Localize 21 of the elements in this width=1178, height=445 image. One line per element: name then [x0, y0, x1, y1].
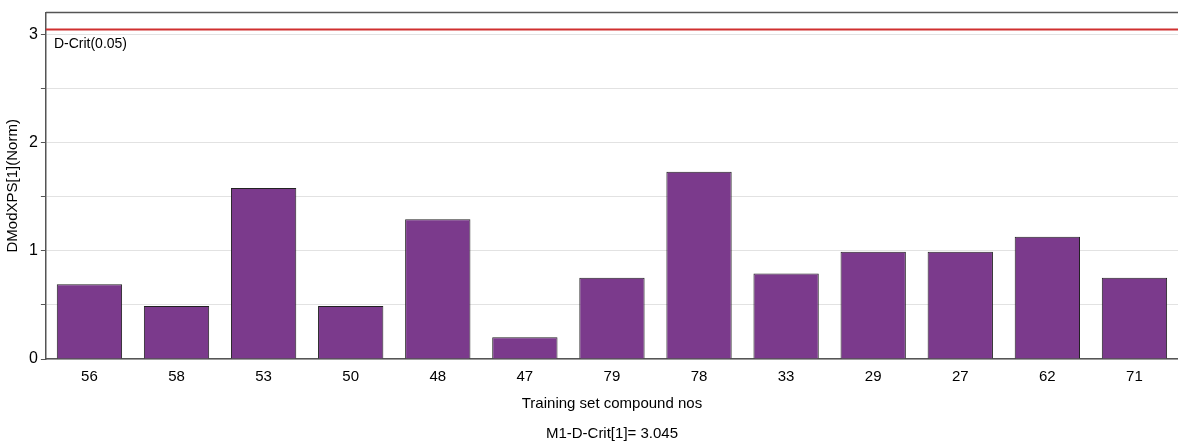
x-tick-label: 58 [168, 367, 185, 385]
x-tick-label: 29 [864, 367, 882, 385]
x-tick-label: 48 [429, 367, 447, 385]
x-tick-label: 62 [1039, 367, 1056, 385]
y-tick-label: 3 [28, 24, 38, 42]
y-axis-title: DModXPS[1](Norm) [3, 119, 21, 253]
x-tick-label: 47 [516, 367, 534, 385]
x-tick-label: 71 [1126, 367, 1143, 385]
x-axis-title: Training set compound nos [521, 394, 703, 412]
x-tick-label: 53 [255, 367, 272, 385]
ref-line-label: D-Crit(0.05) [53, 35, 128, 52]
y-tick-label: 1 [28, 241, 38, 259]
y-tick-label: 2 [28, 132, 38, 150]
x-tick-label: 50 [342, 367, 360, 385]
x-tick-label: 27 [951, 367, 969, 385]
text: M1-D-Crit[1]= 3.045 [545, 423, 679, 441]
x-tick-label: 78 [690, 367, 708, 385]
x-tick-label: 33 [777, 367, 795, 385]
y-tick-label: 0 [28, 349, 38, 367]
x-tick-label: 56 [81, 367, 98, 385]
x-tick-label: 79 [603, 367, 621, 385]
